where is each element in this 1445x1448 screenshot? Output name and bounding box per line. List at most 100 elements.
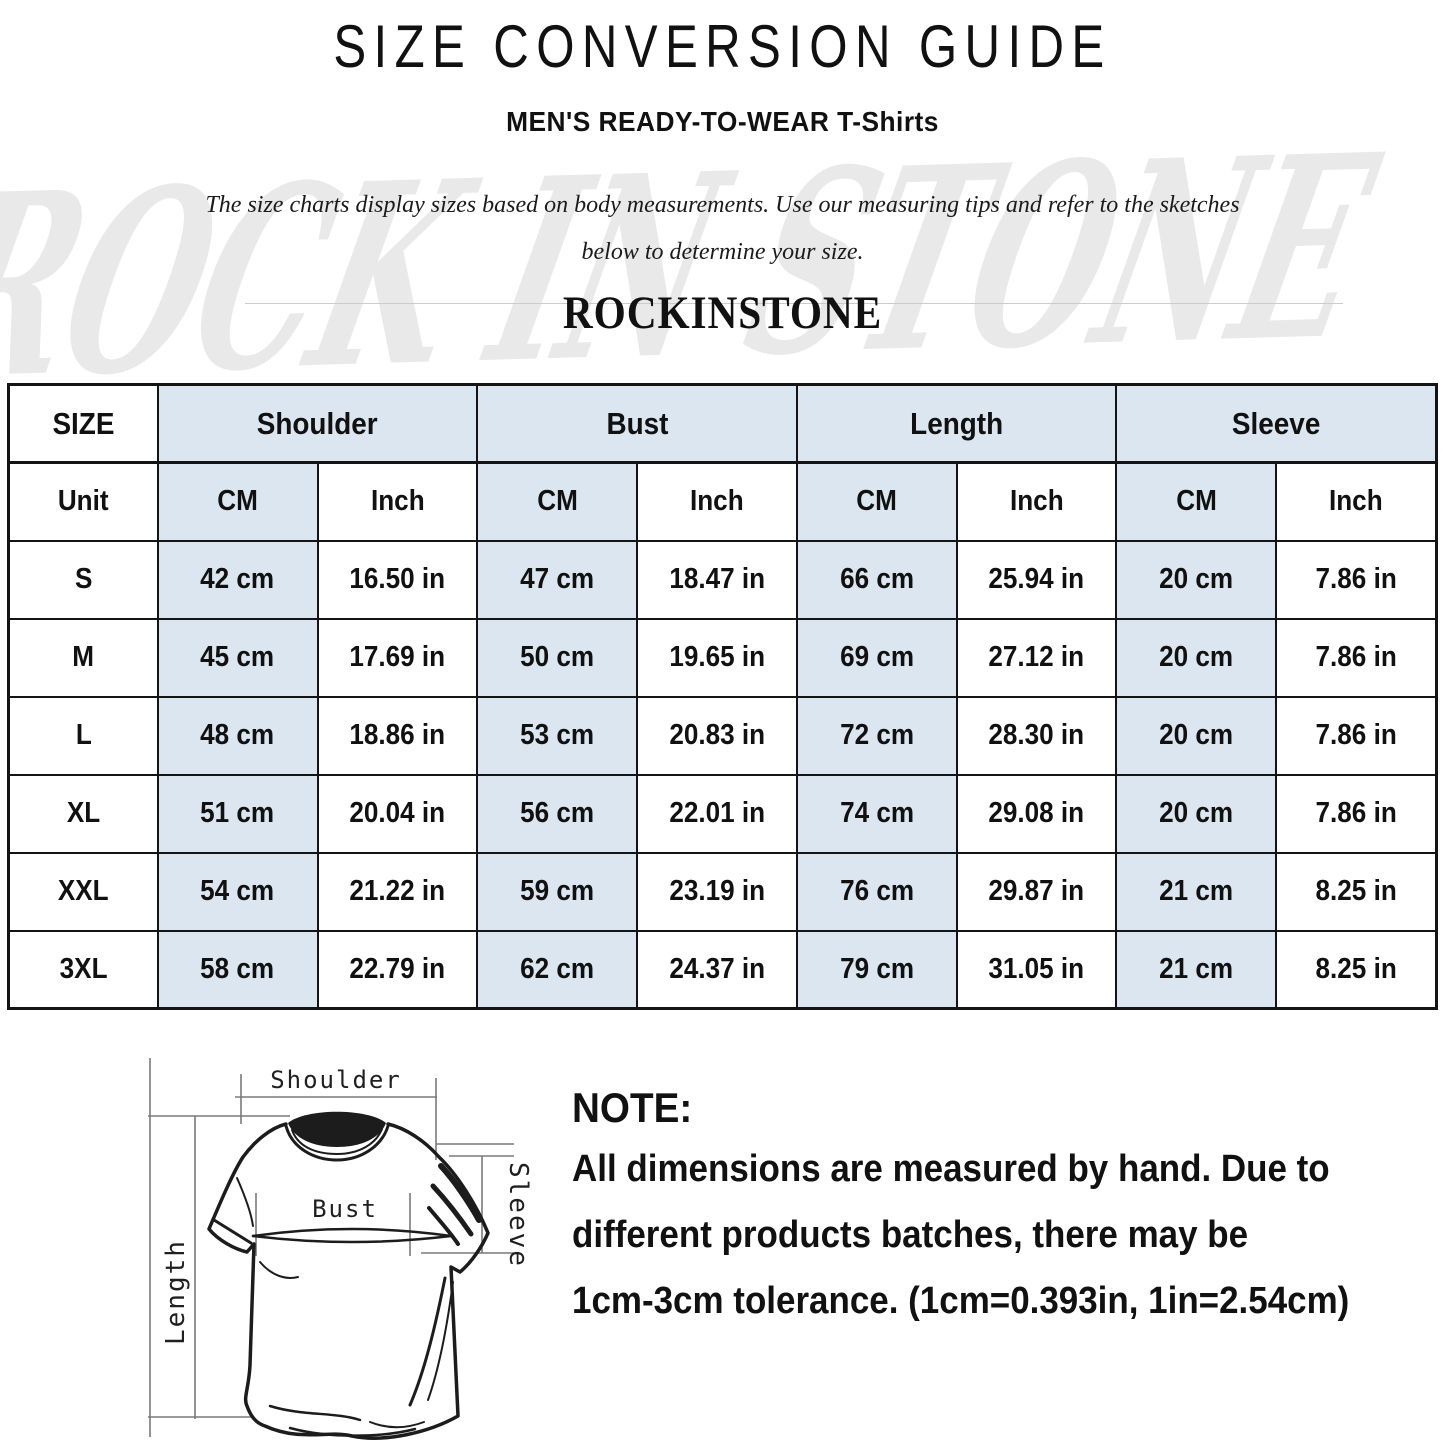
table-cell: 31.05 in — [955, 929, 1118, 1010]
note-heading: NOTE: — [572, 1084, 693, 1131]
unit-cell: Inch — [955, 461, 1118, 542]
note-block: NOTE: All dimensions are measured by han… — [572, 1080, 1402, 1334]
table-cell: 69 cm — [795, 617, 958, 698]
table-cell: 20 cm — [1115, 773, 1278, 854]
table-cell: 19.65 in — [636, 617, 798, 698]
table-cell: 50 cm — [476, 617, 639, 698]
table-cell: 42 cm — [156, 539, 319, 620]
unit-cell: Inch — [636, 461, 798, 542]
table-row-s: S 42 cm 16.50 in 47 cm 18.47 in 66 cm 25… — [7, 539, 1438, 620]
table-cell: 20 cm — [1115, 617, 1278, 698]
table-cell: 62 cm — [476, 929, 639, 1010]
unit-cell: CM — [795, 461, 958, 542]
unit-cell: Inch — [1275, 461, 1438, 542]
unit-cell: Inch — [316, 461, 479, 542]
header-shoulder: Shoulder — [156, 383, 479, 464]
table-cell: 25.94 in — [955, 539, 1118, 620]
table-cell: 21 cm — [1115, 851, 1278, 932]
table-cell: 29.08 in — [955, 773, 1118, 854]
header-bust: Bust — [476, 383, 798, 464]
table-cell: 22.01 in — [636, 773, 798, 854]
table-cell: 58 cm — [156, 929, 319, 1010]
table-cell: 74 cm — [795, 773, 958, 854]
table-cell: 29.87 in — [955, 851, 1118, 932]
table-cell: 8.25 in — [1275, 929, 1438, 1010]
table-cell: 56 cm — [476, 773, 639, 854]
table-cell: 28.30 in — [955, 695, 1118, 776]
table-cell: 21 cm — [1115, 929, 1278, 1010]
collar-shape — [288, 1111, 386, 1147]
table-cell: 7.86 in — [1275, 539, 1438, 620]
table-cell: 47 cm — [476, 539, 639, 620]
table-cell: 20 cm — [1115, 695, 1278, 776]
divider-line — [245, 303, 1343, 304]
table-cell: 21.22 in — [316, 851, 479, 932]
description-line-1: The size charts display sizes based on b… — [205, 192, 1240, 218]
table-row-xl: XL 51 cm 20.04 in 56 cm 22.01 in 74 cm 2… — [7, 773, 1438, 854]
tshirt-diagram: Shoulder Bust Length Sleeve — [140, 1050, 540, 1448]
tshirt-sketch: Shoulder Bust Length Sleeve — [148, 1058, 533, 1440]
sleeve-label: Sleeve — [503, 1162, 533, 1268]
table-row-3xl: 3XL 58 cm 22.79 in 62 cm 24.37 in 79 cm … — [7, 929, 1438, 1010]
header-length: Length — [795, 383, 1118, 464]
table-unit-row: Unit CM Inch CM Inch CM Inch CM Inch — [7, 461, 1438, 542]
bust-label: Bust — [312, 1195, 378, 1223]
table-cell: 7.86 in — [1275, 617, 1438, 698]
description-text: The size charts display sizes based on b… — [0, 182, 1445, 276]
table-cell: 16.50 in — [316, 539, 479, 620]
note-line-3: 1cm-3cm tolerance. (1cm=0.393in, 1in=2.5… — [572, 1280, 1350, 1322]
size-cell: M — [7, 617, 159, 698]
table-cell: 23.19 in — [636, 851, 798, 932]
table-cell: 20.83 in — [636, 695, 798, 776]
table-cell: 53 cm — [476, 695, 639, 776]
note-line-2: different products batches, there may be — [572, 1214, 1249, 1256]
table-cell: 20 cm — [1115, 539, 1278, 620]
table-cell: 20.04 in — [316, 773, 479, 854]
size-cell: XL — [7, 773, 159, 854]
description-line-2: below to determine your size. — [581, 239, 864, 265]
table-cell: 51 cm — [156, 773, 319, 854]
table-cell: 7.86 in — [1275, 695, 1438, 776]
table-cell: 66 cm — [795, 539, 958, 620]
table-cell: 48 cm — [156, 695, 319, 776]
unit-cell: CM — [156, 461, 319, 542]
sleeve-shading — [427, 1163, 482, 1246]
note-line-1: All dimensions are measured by hand. Due… — [572, 1148, 1330, 1190]
size-conversion-table: SIZE Shoulder Bust Length Sleeve Unit CM… — [7, 383, 1438, 1010]
table-cell: 7.86 in — [1275, 773, 1438, 854]
size-cell: XXL — [7, 851, 159, 932]
table-row-xxl: XXL 54 cm 21.22 in 59 cm 23.19 in 76 cm … — [7, 851, 1438, 932]
size-cell: L — [7, 695, 159, 776]
unit-cell: CM — [1115, 461, 1278, 542]
tshirt-outline — [207, 1122, 490, 1440]
table-cell: 76 cm — [795, 851, 958, 932]
table-cell: 79 cm — [795, 929, 958, 1010]
table-header-row: SIZE Shoulder Bust Length Sleeve — [7, 383, 1438, 464]
shoulder-label: Shoulder — [270, 1066, 402, 1094]
size-cell: 3XL — [7, 929, 159, 1010]
length-label: Length — [161, 1239, 191, 1345]
table-row-m: M 45 cm 17.69 in 50 cm 19.65 in 69 cm 27… — [7, 617, 1438, 698]
page-subtitle: MEN'S READY-TO-WEAR T-Shirts — [506, 106, 939, 137]
table-cell: 18.86 in — [316, 695, 479, 776]
table-cell: 27.12 in — [955, 617, 1118, 698]
header-size: SIZE — [7, 383, 159, 464]
page-title: SIZE CONVERSION GUIDE — [333, 13, 1112, 80]
table-cell: 54 cm — [156, 851, 319, 932]
header-sleeve: Sleeve — [1115, 383, 1438, 464]
table-cell: 8.25 in — [1275, 851, 1438, 932]
measurement-lines — [148, 1058, 518, 1437]
brand-name: ROCKINSTONE — [562, 287, 883, 339]
unit-label: Unit — [7, 461, 159, 542]
table-cell: 18.47 in — [636, 539, 798, 620]
table-cell: 24.37 in — [636, 929, 798, 1010]
table-cell: 45 cm — [156, 617, 319, 698]
table-cell: 17.69 in — [316, 617, 479, 698]
table-cell: 72 cm — [795, 695, 958, 776]
table-row-l: L 48 cm 18.86 in 53 cm 20.83 in 72 cm 28… — [7, 695, 1438, 776]
unit-cell: CM — [476, 461, 639, 542]
size-cell: S — [7, 539, 159, 620]
table-cell: 59 cm — [476, 851, 639, 932]
table-cell: 22.79 in — [316, 929, 479, 1010]
